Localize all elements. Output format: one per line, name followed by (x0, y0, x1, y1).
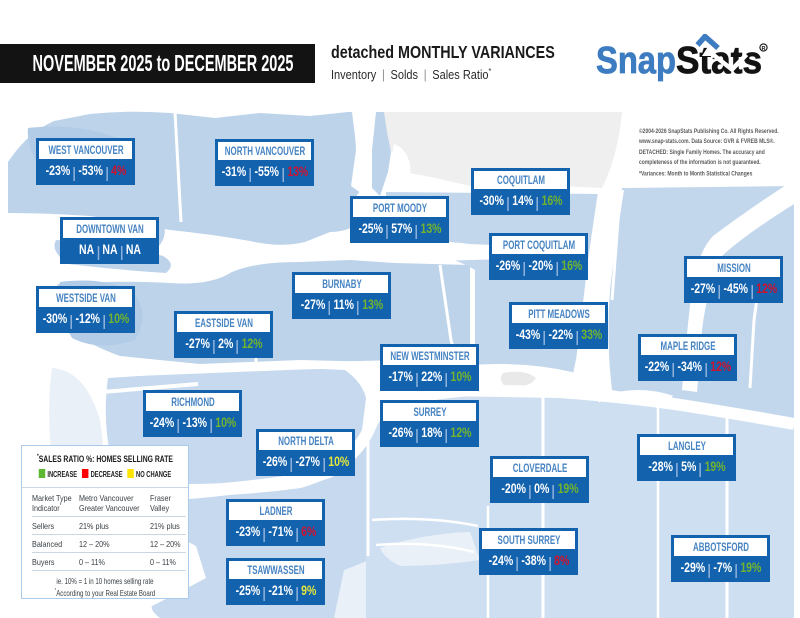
svg-text:R: R (761, 46, 765, 52)
svg-text:Snap: Snap (596, 40, 676, 82)
